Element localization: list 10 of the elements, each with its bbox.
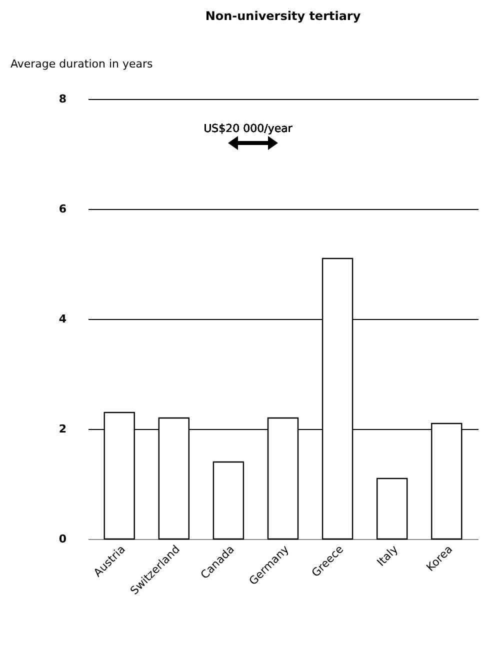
chart-title: Non-university tertiary — [205, 9, 361, 23]
y-tick-label: 4 — [58, 312, 67, 326]
annotation: US$20 000/year — [204, 122, 293, 135]
bar — [212, 461, 244, 540]
y-tick-label: 0 — [58, 532, 67, 546]
y-axis-title: Average duration in years — [10, 58, 154, 70]
y-tick-label: 2 — [58, 422, 66, 436]
y-tick-label: 8 — [58, 92, 66, 106]
y-tick-label: 6 — [58, 202, 67, 216]
bar — [376, 478, 408, 540]
